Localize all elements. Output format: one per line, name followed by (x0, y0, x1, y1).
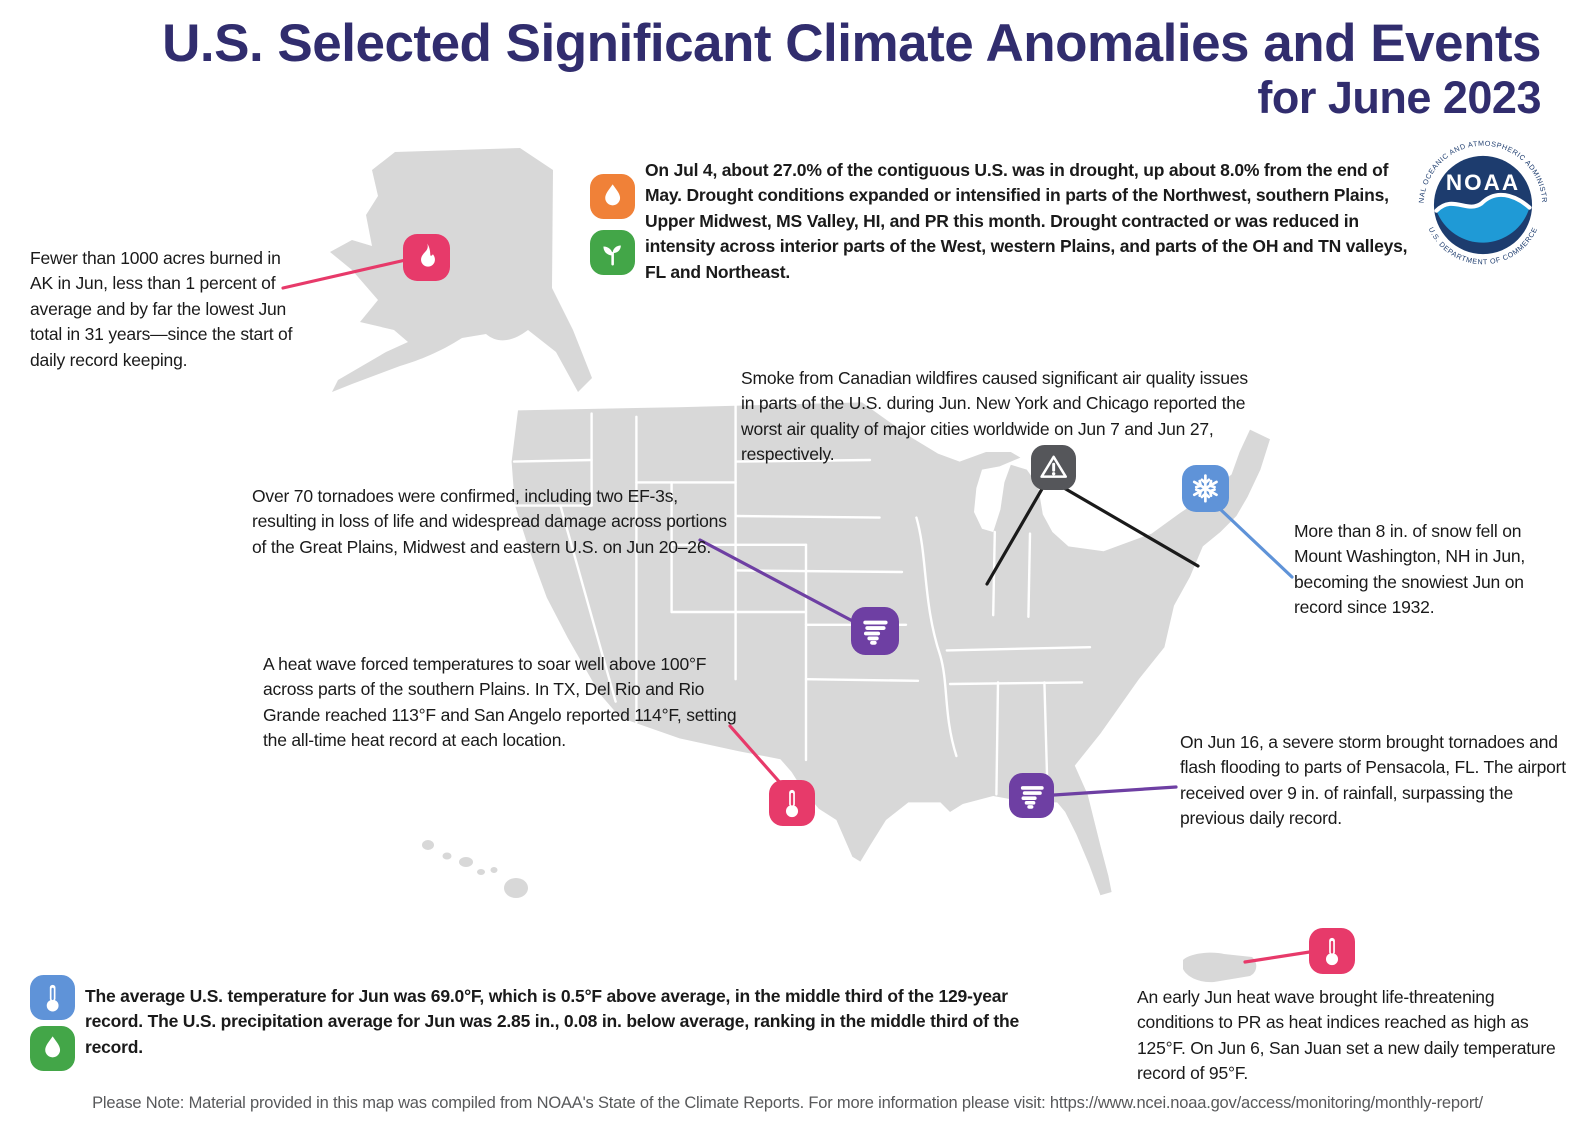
connector-snow-nh (1218, 507, 1294, 579)
callout-storm-fl: On Jun 16, a severe storm brought tornad… (1180, 732, 1566, 829)
connector-heat-tx (728, 724, 785, 788)
callout-drought: On Jul 4, about 27.0% of the contiguous … (645, 160, 1408, 282)
callout-smoke: Smoke from Canadian wildfires caused sig… (741, 368, 1248, 465)
callout-tornado-plains: Over 70 tornadoes were confirmed, includ… (252, 486, 727, 557)
connector-lines (281, 257, 1318, 964)
thermometer-icon (1309, 928, 1355, 974)
alaska (330, 148, 592, 392)
connector-tornado-plains (698, 538, 864, 628)
connector-alaska-fire (281, 257, 412, 290)
air-quality-warning-icon (1031, 445, 1076, 490)
wildfire-icon (403, 234, 450, 281)
title-line2: for June 2023 (1257, 72, 1541, 124)
seagull-swoosh-icon (1434, 192, 1532, 213)
droplet-icon (30, 1026, 75, 1071)
callout-heat-pr: An early Jun heat wave brought life-thre… (1137, 987, 1556, 1084)
logo-acronym: NOAA (1446, 170, 1520, 195)
hawaii (422, 840, 528, 898)
state-borders (512, 404, 1092, 798)
connector-smoke-chicago (985, 487, 1044, 586)
drought-reduction-icon (590, 230, 635, 275)
title-line1: U.S. Selected Significant Climate Anomal… (162, 14, 1541, 73)
callout-national-summary: The average U.S. temperature for Jun was… (85, 986, 1020, 1057)
tornado-icon (851, 607, 899, 655)
drought-expansion-icon (590, 174, 635, 219)
footer-note: Please Note: Material provided in this m… (92, 1094, 1483, 1112)
page-title: U.S. Selected Significant Climate Anomal… (162, 14, 1541, 124)
callout-alaska-wildfire: Fewer than 1000 acres burned in AK in Ju… (30, 248, 293, 370)
callout-heat-tx: A heat wave forced temperatures to soar … (263, 654, 737, 751)
puerto-rico (1183, 952, 1257, 983)
thermometer-icon (30, 975, 75, 1020)
thermometer-icon (769, 780, 815, 826)
connector-heat-pr (1243, 949, 1318, 964)
connector-smoke-newyork (1062, 486, 1200, 568)
connector-storm-fl (1052, 785, 1178, 797)
callout-snow-nh: More than 8 in. of snow fell on Mount Wa… (1294, 521, 1526, 618)
tornado-icon (1009, 773, 1054, 818)
snowflake-icon (1182, 465, 1229, 512)
noaa-logo: NOAA NATIONAL OCEANIC AND ATMOSPHERIC AD… (1411, 130, 1552, 274)
noaa-emblem-icon: NOAA NATIONAL OCEANIC AND ATMOSPHERIC AD… (1411, 130, 1548, 266)
